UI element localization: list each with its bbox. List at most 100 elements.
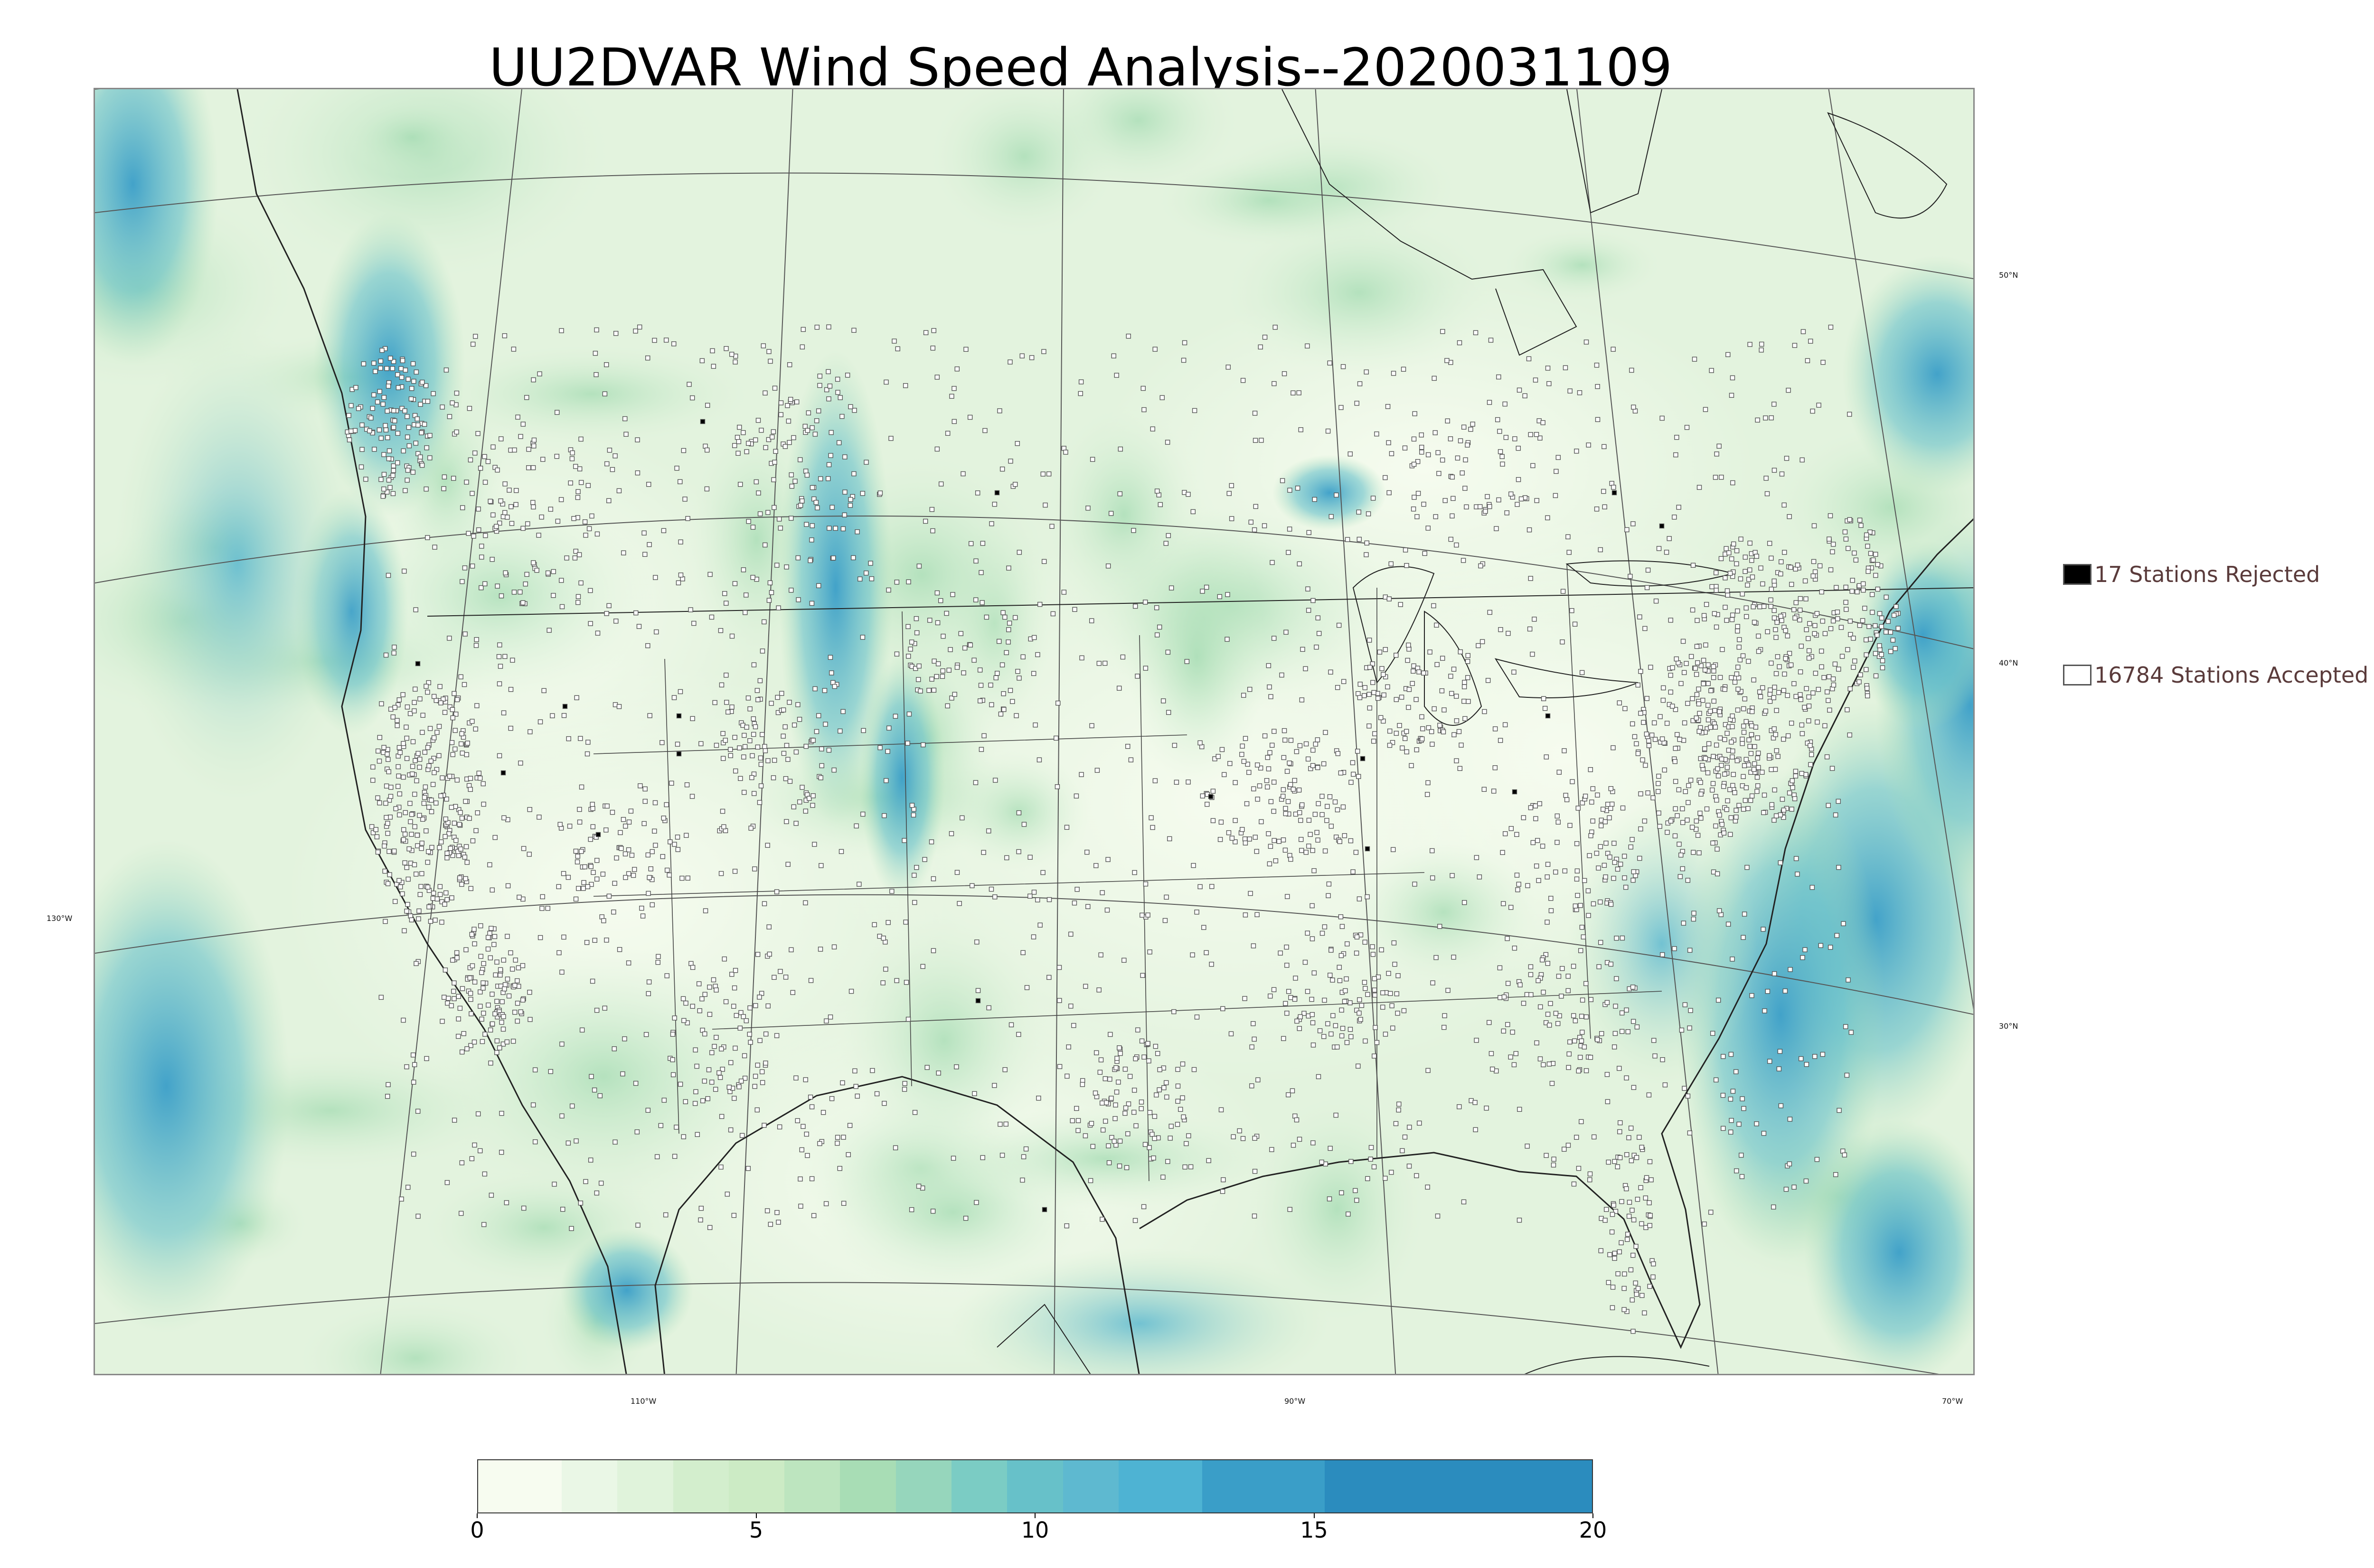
accepted-station — [992, 894, 998, 900]
accepted-station — [1619, 1199, 1624, 1204]
longitude-line — [380, 89, 522, 1374]
accepted-station — [775, 695, 780, 700]
accepted-station — [1513, 1051, 1519, 1056]
accepted-station — [1186, 1133, 1191, 1138]
accepted-station — [1744, 614, 1749, 620]
accepted-station — [1154, 605, 1159, 610]
accepted-station — [1767, 1059, 1772, 1064]
accepted-station — [949, 695, 954, 701]
accepted-station — [1473, 1127, 1478, 1132]
accepted-station — [1754, 774, 1760, 780]
accepted-station — [1774, 748, 1780, 753]
accepted-station — [1733, 807, 1739, 813]
accepted-station — [1701, 681, 1706, 686]
accepted-station — [425, 689, 430, 695]
accepted-station — [470, 838, 476, 844]
accepted-station — [1769, 767, 1774, 772]
accepted-station — [678, 539, 683, 545]
accepted-station — [415, 416, 420, 422]
accepted-station — [1578, 903, 1583, 908]
accepted-station — [1580, 1030, 1585, 1035]
accepted-station — [1492, 726, 1498, 732]
accepted-station — [403, 810, 408, 816]
accepted-station — [864, 570, 869, 576]
accepted-station — [1564, 797, 1570, 802]
accepted-station — [378, 477, 384, 482]
accepted-station — [401, 774, 406, 780]
accepted-station — [488, 1027, 493, 1033]
accepted-station — [1454, 694, 1459, 699]
accepted-station — [1607, 1252, 1612, 1258]
accepted-station — [787, 440, 792, 445]
accepted-station — [1735, 665, 1741, 670]
accepted-station — [842, 489, 848, 495]
accepted-station — [1589, 799, 1594, 805]
accepted-station — [774, 1210, 780, 1215]
accepted-station — [424, 684, 429, 689]
accepted-station — [471, 341, 476, 347]
accepted-station — [906, 654, 911, 659]
accepted-station — [980, 1155, 985, 1160]
accepted-station — [768, 1221, 773, 1227]
elevated-wind-region — [114, 327, 361, 801]
accepted-station — [1625, 1231, 1630, 1237]
accepted-station — [1694, 672, 1699, 677]
accepted-station — [407, 801, 413, 806]
accepted-station — [409, 812, 415, 817]
accepted-station — [405, 376, 411, 382]
accepted-station — [1288, 995, 1293, 1000]
accepted-station — [395, 372, 400, 377]
accepted-station — [1534, 498, 1539, 503]
accepted-station — [977, 667, 983, 673]
accepted-station — [566, 736, 571, 742]
accepted-station — [574, 695, 579, 700]
accepted-station — [1560, 966, 1565, 971]
accepted-station — [1008, 1022, 1014, 1028]
accepted-station — [835, 1140, 840, 1146]
accepted-station — [1433, 514, 1438, 519]
accepted-station — [454, 429, 459, 435]
accepted-station — [1271, 987, 1277, 992]
accepted-station — [916, 663, 922, 669]
accepted-station — [1370, 661, 1375, 667]
accepted-station — [1297, 743, 1303, 749]
wind-speed-map[interactable] — [94, 88, 1975, 1375]
accepted-station — [1673, 806, 1678, 811]
accepted-station — [1106, 1143, 1111, 1148]
accepted-station — [384, 783, 389, 789]
colorbar-tick — [1035, 1513, 1036, 1518]
accepted-station — [1221, 1177, 1226, 1183]
accepted-station — [692, 1101, 698, 1106]
accepted-station — [1797, 607, 1803, 613]
accepted-station — [755, 952, 761, 957]
accepted-station — [842, 454, 848, 460]
accepted-station — [828, 655, 833, 660]
accepted-station — [1389, 1003, 1394, 1008]
accepted-station — [512, 983, 518, 988]
accepted-station — [1810, 573, 1816, 579]
accepted-station — [1152, 347, 1158, 352]
accepted-station — [909, 1207, 914, 1212]
accepted-station — [1696, 729, 1702, 734]
accepted-station — [1108, 1032, 1113, 1037]
accepted-station — [1337, 839, 1343, 844]
accepted-station — [1725, 592, 1730, 598]
accepted-station — [1709, 584, 1715, 590]
accepted-station — [447, 773, 452, 779]
accepted-station — [588, 621, 593, 626]
accepted-station — [1567, 823, 1573, 828]
accepted-station — [1033, 722, 1038, 728]
accepted-station — [788, 397, 793, 402]
accepted-station — [1598, 899, 1603, 905]
accepted-station — [1746, 737, 1752, 742]
accepted-station — [1579, 1014, 1584, 1019]
accepted-station — [1218, 1107, 1224, 1113]
accepted-station — [429, 845, 434, 850]
accepted-station — [1339, 924, 1345, 929]
accepted-station — [1255, 1077, 1261, 1082]
accepted-station — [593, 350, 598, 356]
lat-label-30n: 30°N — [1999, 1022, 2018, 1031]
accepted-station — [456, 994, 461, 999]
accepted-station — [1425, 452, 1431, 458]
accepted-station — [719, 682, 725, 688]
